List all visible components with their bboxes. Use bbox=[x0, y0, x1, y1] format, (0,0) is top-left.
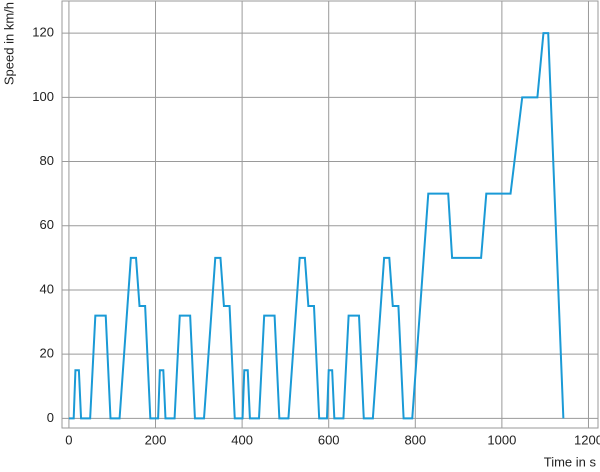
y-tick-label: 100 bbox=[32, 89, 54, 104]
x-tick-label: 200 bbox=[145, 432, 167, 447]
y-tick-label: 0 bbox=[47, 410, 54, 425]
y-axis-label: Speed in km/h bbox=[1, 2, 16, 85]
plot-frame bbox=[61, 0, 599, 429]
y-tick-label: 60 bbox=[40, 217, 54, 232]
x-tick-label: 600 bbox=[318, 432, 340, 447]
y-tick-label: 20 bbox=[40, 346, 54, 361]
y-tick-label: 40 bbox=[40, 281, 54, 296]
y-tick-label: 120 bbox=[32, 25, 54, 40]
x-tick-label: 800 bbox=[404, 432, 426, 447]
x-axis-label: Time in s bbox=[544, 454, 597, 469]
data-line bbox=[68, 32, 565, 420]
x-tick-label: 0 bbox=[65, 432, 72, 447]
x-tick-label: 400 bbox=[231, 432, 253, 447]
y-tick-label: 80 bbox=[40, 153, 54, 168]
x-tick-label: 1000 bbox=[487, 432, 516, 447]
x-tick-label: 1200 bbox=[574, 432, 600, 447]
